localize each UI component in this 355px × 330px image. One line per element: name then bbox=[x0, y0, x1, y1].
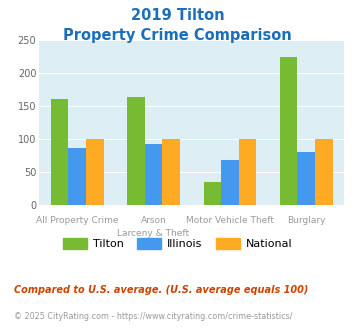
Text: Burglary: Burglary bbox=[287, 216, 326, 225]
Bar bbox=[315, 139, 333, 205]
Text: All Property Crime: All Property Crime bbox=[36, 216, 119, 225]
Text: Arson: Arson bbox=[141, 216, 166, 225]
Text: Motor Vehicle Theft: Motor Vehicle Theft bbox=[186, 216, 274, 225]
Text: 2019 Tilton: 2019 Tilton bbox=[131, 8, 224, 23]
Bar bbox=[280, 57, 297, 205]
Legend: Tilton, Illinois, National: Tilton, Illinois, National bbox=[58, 233, 297, 253]
Bar bbox=[86, 139, 104, 205]
Bar bbox=[162, 139, 180, 205]
Bar bbox=[221, 160, 239, 205]
Text: © 2025 CityRating.com - https://www.cityrating.com/crime-statistics/: © 2025 CityRating.com - https://www.city… bbox=[14, 312, 293, 321]
Bar bbox=[127, 97, 145, 205]
Bar bbox=[145, 144, 162, 205]
Text: Larceny & Theft: Larceny & Theft bbox=[118, 229, 190, 238]
Bar bbox=[239, 139, 256, 205]
Text: Property Crime Comparison: Property Crime Comparison bbox=[63, 28, 292, 43]
Bar bbox=[297, 152, 315, 205]
Bar bbox=[51, 99, 69, 205]
Text: Compared to U.S. average. (U.S. average equals 100): Compared to U.S. average. (U.S. average … bbox=[14, 285, 308, 295]
Bar bbox=[69, 148, 86, 205]
Bar bbox=[203, 182, 221, 205]
